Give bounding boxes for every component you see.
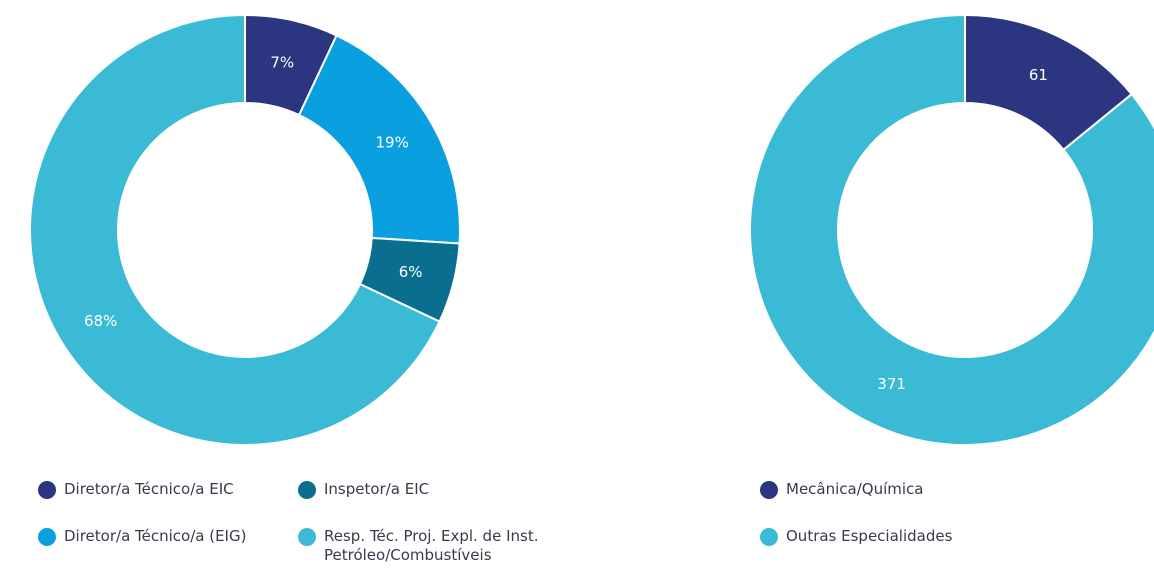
data-label: 61 [1029, 66, 1048, 84]
legend-marker [760, 528, 778, 546]
legend-label: Resp. Téc. Proj. Expl. de Inst. Petróleo… [324, 527, 539, 564]
legend-marker [760, 481, 778, 499]
legend-marker [298, 528, 316, 546]
legend-label: Diretor/a Técnico/a (EIG) [64, 527, 247, 545]
legend-label: Outras Especialidades [786, 527, 953, 545]
legend-marker [298, 481, 316, 499]
legend-label: Mecânica/Química [786, 480, 924, 498]
data-label: 7% [270, 54, 294, 72]
data-label: 19% [376, 133, 409, 151]
slice [297, 34, 461, 245]
legend-label: Diretor/a Técnico/a EIC [64, 480, 234, 498]
legend-label: Inspetor/a EIC [324, 480, 430, 498]
slice [29, 13, 441, 446]
slice [749, 13, 1154, 446]
legend-marker [38, 481, 56, 499]
data-label: 6% [399, 263, 423, 281]
data-label: 371 [877, 375, 906, 393]
data-label: 68% [84, 312, 117, 330]
legend-marker [38, 528, 56, 546]
